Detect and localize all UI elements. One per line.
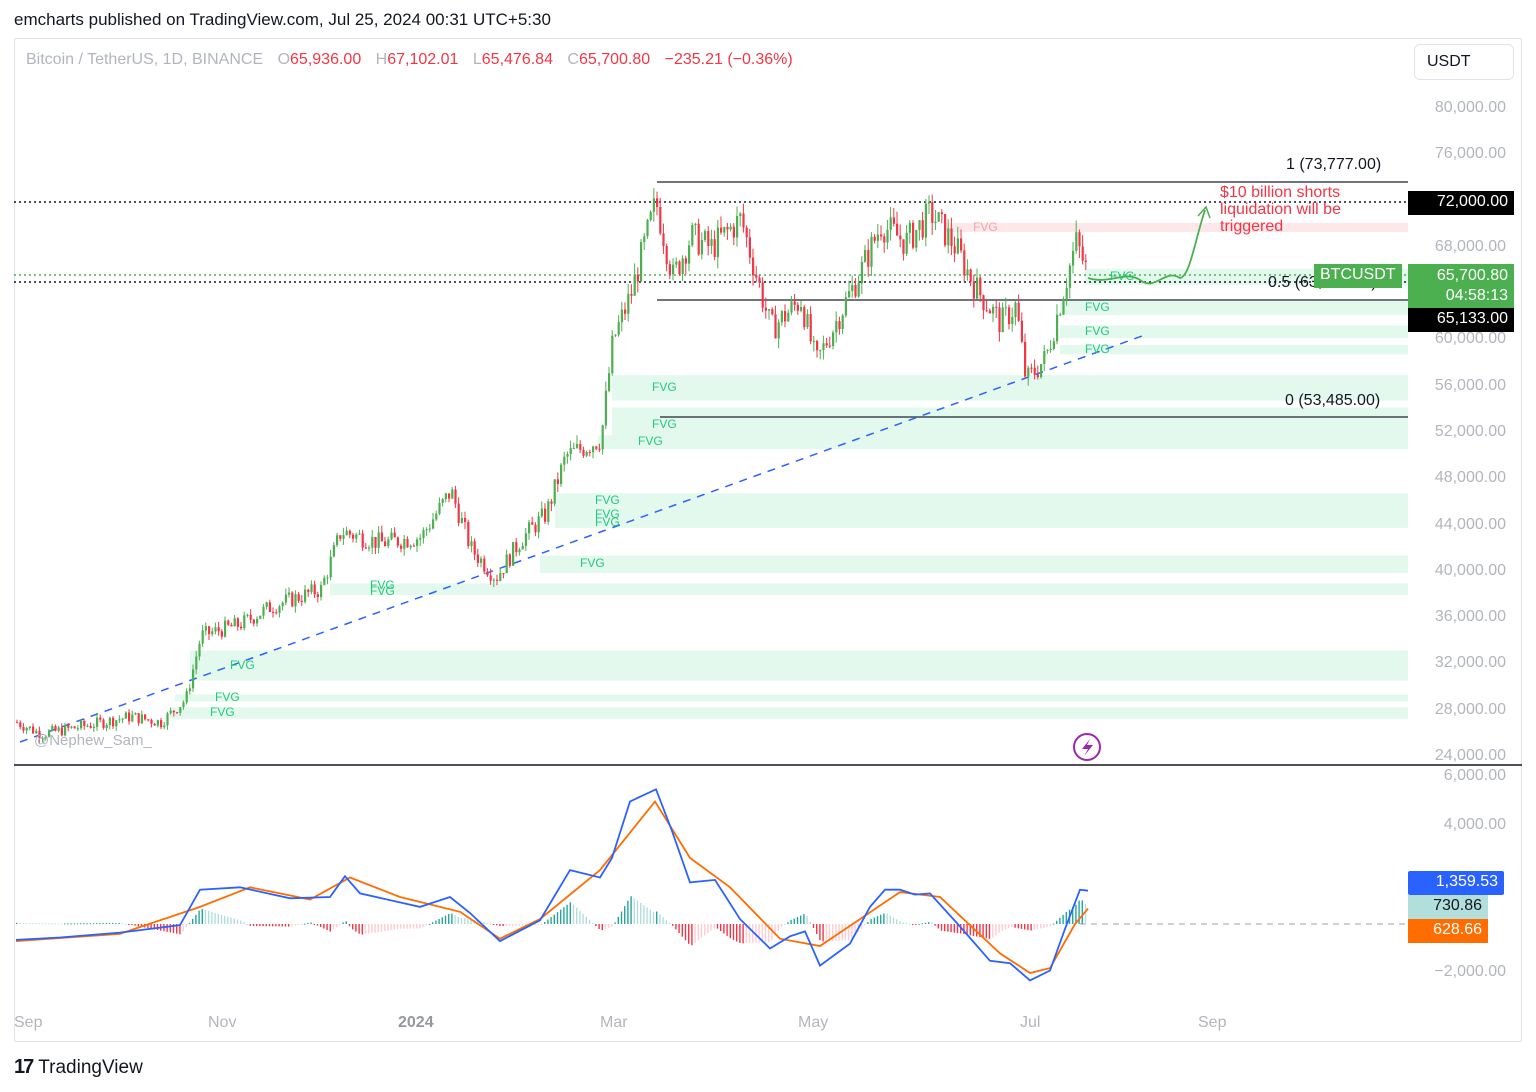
last-price-tag: 65,700.80 04:58:13 xyxy=(1408,264,1514,308)
symbol-tag: BTCUSDT xyxy=(1314,264,1402,288)
price-tick: 68,000.00 xyxy=(1434,237,1506,255)
price-tick: 56,000.00 xyxy=(1434,376,1506,394)
fvg-zone-bullish xyxy=(1060,301,1408,315)
price-tick: 60,000.00 xyxy=(1434,330,1506,348)
level-72000-tag: 72,000.00 xyxy=(1408,191,1514,215)
fvg-label: FVG xyxy=(370,583,395,598)
fib-label-1: 1 (73,777.00) xyxy=(1286,156,1382,173)
price-tick: 52,000.00 xyxy=(1434,423,1506,440)
level-65133-tag: 65,133.00 xyxy=(1408,308,1514,332)
chart-frame xyxy=(14,38,1522,1042)
price-tick: 48,000.00 xyxy=(1434,469,1506,487)
fvg-label-bearish: FVG xyxy=(973,220,998,234)
fvg-label: FVG xyxy=(652,379,677,394)
trendline xyxy=(19,335,1143,743)
lightning-icon[interactable] xyxy=(1073,733,1101,761)
fvg-label: FVG xyxy=(595,507,620,522)
fvg-label: FVG xyxy=(1110,268,1135,283)
candle-countdown: 04:58:13 xyxy=(1445,287,1508,304)
fvg-zone-bullish xyxy=(555,493,1408,510)
candlesticks xyxy=(16,188,1087,743)
low-value: 65,476.84 xyxy=(481,51,553,68)
price-tick: 44,000.00 xyxy=(1434,515,1506,533)
time-tick: Jul xyxy=(1020,1014,1041,1031)
tradingview-brand[interactable]: 17 TradingView xyxy=(14,1056,143,1079)
fvg-label: FVG xyxy=(1085,300,1110,315)
fvg-zone-bullish xyxy=(190,650,1408,681)
macd-histogram xyxy=(16,896,1087,946)
last-price: 65,700.80 xyxy=(1436,267,1508,284)
time-tick: Nov xyxy=(208,1014,237,1031)
projection-path xyxy=(1087,209,1206,285)
high-value: 67,102.01 xyxy=(387,51,459,68)
macd-line xyxy=(15,788,1089,982)
fvg-label: FVG xyxy=(595,493,620,508)
fib-label-0: 0 (53,485.00) xyxy=(1285,392,1381,409)
macd-tick: 6,000.00 xyxy=(1443,767,1506,784)
price-tick: 24,000.00 xyxy=(1434,747,1506,764)
fvg-zone-bullish xyxy=(555,509,1408,521)
price-tick: 28,000.00 xyxy=(1434,700,1506,718)
fvg-label: FVG xyxy=(1085,323,1110,338)
histogram-value-tag: 730.86 xyxy=(1408,895,1488,919)
published-info: emcharts published on TradingView.com, J… xyxy=(14,10,551,29)
projection-arrow-icon xyxy=(1197,205,1211,219)
fvg-label: FVG xyxy=(638,434,663,449)
open-value: 65,936.00 xyxy=(290,51,362,68)
fvg-zones xyxy=(170,268,1408,719)
fvg-label: FVG xyxy=(210,705,235,720)
fvg-zone-bearish xyxy=(945,223,1408,232)
price-tick: 76,000.00 xyxy=(1434,145,1506,163)
time-tick: Sep xyxy=(1198,1014,1227,1031)
symbol-legend: Bitcoin / TetherUS, 1D, BINANCE O65,936.… xyxy=(26,51,793,68)
price-tick: 40,000.00 xyxy=(1434,561,1506,579)
brand-name: TradingView xyxy=(38,1056,143,1078)
liquidation-note: $10 billion shorts liquidation will be t… xyxy=(1220,184,1341,235)
fvg-zone-bullish xyxy=(1060,325,1408,339)
close-value: 65,700.80 xyxy=(578,51,651,68)
macd-tick: −2,000.00 xyxy=(1434,963,1506,980)
fvg-label: FVG xyxy=(595,515,620,530)
fvg-zone-bullish xyxy=(540,555,1408,574)
time-tick: Mar xyxy=(600,1014,628,1031)
macd-signal-line xyxy=(15,799,1089,974)
price-tick: 36,000.00 xyxy=(1434,608,1506,626)
fvg-zone-bullish xyxy=(598,435,1408,450)
fvg-label: FVG xyxy=(230,657,255,672)
fvg-label: FVG xyxy=(215,689,240,704)
fvg-label: FVG xyxy=(1085,341,1110,356)
symbol-name: Bitcoin / TetherUS, 1D, BINANCE xyxy=(26,51,264,68)
price-tick: 80,000.00 xyxy=(1434,99,1506,116)
currency-unit-button[interactable]: USDT xyxy=(1414,44,1514,80)
signal-value-tag: 628.66 xyxy=(1408,919,1488,943)
fvg-zone-bullish xyxy=(330,588,1408,595)
fvg-label: FVG xyxy=(652,416,677,431)
time-tick: May xyxy=(798,1014,829,1031)
macd-value-tag: 1,359.53 xyxy=(1408,871,1504,895)
time-tick: Sep xyxy=(14,1014,43,1031)
watermark: @Nephew_Sam_ xyxy=(34,732,152,749)
change-value: −235.21 (−0.36%) xyxy=(664,51,793,68)
fvg-zone-bullish xyxy=(170,707,1408,719)
time-tick: 2024 xyxy=(398,1014,434,1031)
fvg-zone-bullish xyxy=(175,694,1408,702)
macd-tick: 4,000.00 xyxy=(1443,816,1506,833)
tradingview-logo-icon: 17 xyxy=(14,1056,34,1078)
fvg-label: FVG xyxy=(580,556,605,571)
fvg-zone-bullish xyxy=(555,518,1408,528)
fvg-zone-bullish xyxy=(330,583,1408,589)
price-tick: 32,000.00 xyxy=(1434,654,1506,672)
fvg-label: FVG xyxy=(370,577,395,592)
fvg-zone-bullish xyxy=(612,375,1408,401)
fvg-zone-bullish xyxy=(1060,345,1408,355)
